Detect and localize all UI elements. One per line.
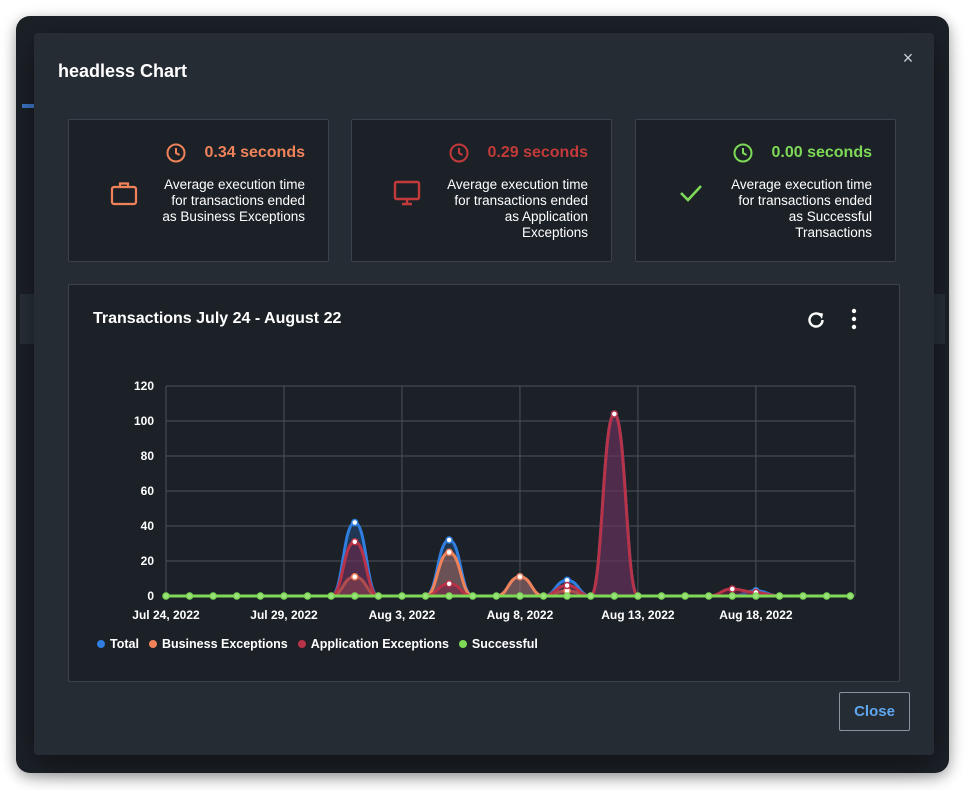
data-point-successful xyxy=(516,592,524,600)
legend-dot xyxy=(458,640,467,648)
data-point-business-exceptions xyxy=(445,548,453,556)
chart-modal: headless Chart × 0.34 seconds Average ex… xyxy=(34,33,934,755)
data-point-successful xyxy=(185,592,194,600)
stat-description: Average execution time for transactions … xyxy=(162,177,305,224)
legend-item[interactable]: Total xyxy=(97,637,139,651)
legend-item[interactable]: Successful xyxy=(458,637,538,651)
y-tick-label: 60 xyxy=(141,484,155,498)
data-point-successful xyxy=(351,592,359,600)
chart-title: Transactions July 24 - August 22 xyxy=(93,310,342,327)
data-point-successful xyxy=(728,592,737,600)
data-point-successful xyxy=(610,592,619,600)
data-point-successful xyxy=(846,592,855,600)
legend-item[interactable]: Business Exceptions xyxy=(148,637,288,651)
data-point-successful xyxy=(233,592,241,600)
data-point-successful xyxy=(398,592,406,600)
x-tick-label: Aug 3, 2022 xyxy=(369,608,436,622)
stat-card-successful: 0.00 seconds Average execution time for … xyxy=(635,119,896,262)
close-button[interactable]: Close xyxy=(839,692,910,731)
data-point-application-exceptions xyxy=(563,581,571,590)
legend-label: Total xyxy=(110,637,139,651)
series-area-business-exceptions xyxy=(166,552,851,596)
stat-value: 0.29 seconds xyxy=(487,144,589,161)
stat-description: Average execution time for transactions … xyxy=(447,177,588,240)
background-row-right xyxy=(931,294,945,344)
data-point-successful xyxy=(704,592,713,600)
data-point-successful xyxy=(162,592,170,600)
data-point-successful xyxy=(492,592,501,600)
legend-dot xyxy=(148,640,157,648)
stat-card-business: 0.34 seconds Average execution time for … xyxy=(68,119,329,262)
monitor-icon xyxy=(393,180,421,206)
x-tick-label: Aug 13, 2022 xyxy=(601,608,675,622)
x-tick-label: Jul 29, 2022 xyxy=(250,608,318,622)
data-point-successful xyxy=(799,592,807,600)
data-point-total xyxy=(351,518,359,527)
more-options-icon[interactable] xyxy=(845,307,863,331)
briefcase-icon xyxy=(110,182,138,206)
background-row xyxy=(20,294,34,344)
legend-item[interactable]: Application Exceptions xyxy=(297,637,449,651)
legend-label: Successful xyxy=(471,637,538,651)
y-tick-label: 100 xyxy=(134,414,154,428)
close-icon[interactable]: × xyxy=(902,48,914,68)
x-tick-label: Jul 24, 2022 xyxy=(132,608,200,622)
y-tick-label: 120 xyxy=(134,379,154,393)
data-point-successful xyxy=(563,592,571,600)
data-point-successful xyxy=(586,592,595,600)
x-tick-label: Aug 8, 2022 xyxy=(487,608,554,622)
data-point-successful xyxy=(539,592,548,600)
stat-value: 0.34 seconds xyxy=(204,144,306,161)
data-point-successful xyxy=(327,592,335,600)
chart-legend: Total Business Exceptions Application Exce… xyxy=(97,637,538,651)
legend-dot xyxy=(297,640,306,648)
clock-icon xyxy=(449,143,469,163)
clock-icon xyxy=(166,143,186,163)
clock-icon xyxy=(733,143,753,163)
modal-title: headless Chart xyxy=(58,61,188,81)
data-point-successful xyxy=(374,592,383,600)
data-point-business-exceptions xyxy=(351,573,359,581)
series-area-application-exceptions xyxy=(166,414,851,596)
data-point-successful xyxy=(209,592,217,600)
chart-panel: Transactions July 24 - August 22 0 20 40 60… xyxy=(68,284,900,682)
data-point-successful xyxy=(468,592,477,600)
data-point-successful xyxy=(681,592,689,600)
stat-card-application: 0.29 seconds Average execution time for … xyxy=(351,119,612,262)
x-tick-label: Aug 18, 2022 xyxy=(719,608,793,622)
refresh-icon[interactable] xyxy=(805,309,827,331)
data-point-successful xyxy=(634,592,642,600)
legend-dot xyxy=(97,640,105,648)
checkmark-icon xyxy=(680,185,702,202)
series-line-total xyxy=(166,412,851,598)
series-line-application-exceptions xyxy=(166,412,851,598)
y-tick-label: 80 xyxy=(141,449,155,463)
data-point-application-exceptions xyxy=(728,585,737,593)
legend-label: Business Exceptions xyxy=(161,637,288,651)
stat-description: Average execution time for transactions … xyxy=(731,177,872,240)
data-point-successful xyxy=(256,592,265,600)
y-tick-label: 40 xyxy=(141,519,155,533)
data-point-successful xyxy=(421,592,430,600)
data-point-application-exceptions xyxy=(610,410,619,418)
data-point-application-exceptions xyxy=(351,538,359,546)
data-point-application-exceptions xyxy=(445,580,453,588)
data-point-successful xyxy=(280,592,288,600)
data-point-successful xyxy=(657,592,666,600)
series-area-total xyxy=(166,414,851,596)
data-point-business-exceptions xyxy=(516,573,524,581)
data-point-successful xyxy=(445,592,453,600)
legend-label: Application Exceptions xyxy=(310,637,449,651)
transactions-chart: 0 20 40 60 80 100 120 Jul 24, 2022 Jul 29, 2022 A… xyxy=(132,379,856,622)
data-point-successful xyxy=(303,592,312,600)
y-tick-label: 20 xyxy=(141,554,155,568)
background-tab-indicator xyxy=(22,104,34,108)
stat-value: 0.00 seconds xyxy=(771,144,873,161)
data-point-successful xyxy=(752,592,760,600)
y-tick-label: 0 xyxy=(147,589,154,603)
data-point-successful xyxy=(822,592,831,600)
data-point-total xyxy=(445,536,453,544)
data-point-successful xyxy=(775,592,784,600)
